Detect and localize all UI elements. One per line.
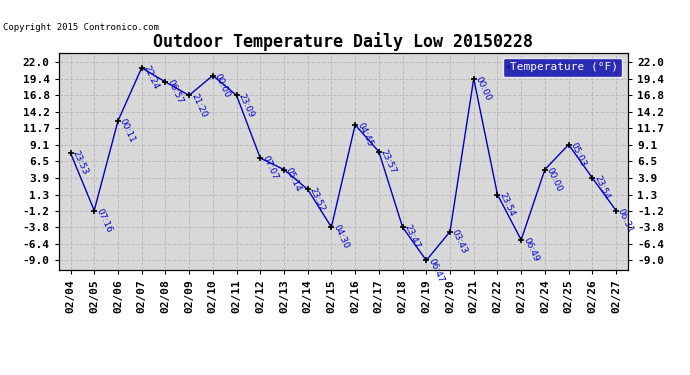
Text: 07:07: 07:07: [260, 154, 279, 182]
Text: 23:52: 23:52: [308, 186, 326, 213]
Text: 06:47: 06:47: [426, 256, 445, 284]
Text: 05:14: 05:14: [284, 166, 303, 193]
Text: 23:54: 23:54: [592, 174, 611, 201]
Text: 04:45: 04:45: [355, 121, 374, 148]
Text: 05:03: 05:03: [569, 141, 588, 168]
Text: 06:49: 06:49: [521, 236, 540, 263]
Text: 00:00: 00:00: [474, 75, 493, 102]
Text: 23:53: 23:53: [70, 149, 90, 176]
Text: 22:24: 22:24: [141, 64, 161, 91]
Title: Outdoor Temperature Daily Low 20150228: Outdoor Temperature Daily Low 20150228: [153, 32, 533, 51]
Text: 04:30: 04:30: [331, 224, 351, 251]
Legend: Temperature (°F): Temperature (°F): [503, 58, 622, 77]
Text: 07:16: 07:16: [95, 207, 113, 234]
Text: 23:54: 23:54: [497, 191, 516, 218]
Text: 00:11: 00:11: [118, 117, 137, 144]
Text: 23:57: 23:57: [379, 148, 398, 175]
Text: Copyright 2015 Contronico.com: Copyright 2015 Contronico.com: [3, 23, 159, 32]
Text: 23:09: 23:09: [237, 92, 255, 119]
Text: 06:31: 06:31: [616, 207, 635, 234]
Text: 06:57: 06:57: [166, 78, 184, 105]
Text: 00:00: 00:00: [545, 166, 564, 193]
Text: 23:47: 23:47: [402, 224, 422, 251]
Text: 03:43: 03:43: [450, 228, 469, 255]
Text: 00:00: 00:00: [213, 72, 232, 99]
Text: 21:20: 21:20: [189, 92, 208, 118]
